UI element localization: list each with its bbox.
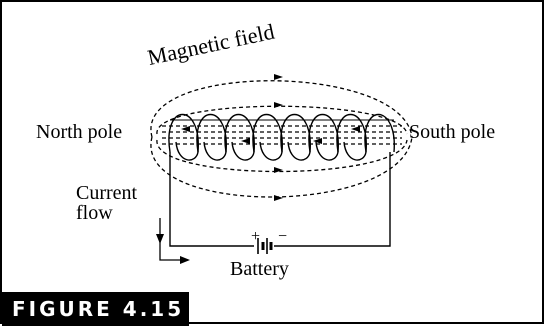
field-arrow-left-4: [313, 138, 322, 144]
south-pole-label: South pole: [409, 121, 496, 143]
field-line-middle-bottom: [156, 139, 408, 173]
battery-minus-sign: −: [278, 228, 287, 245]
coil-turn: [308, 113, 339, 161]
current-flow-label: Current flow: [76, 183, 137, 223]
figure-number-tag: FIGURE 4.15: [2, 292, 189, 326]
current-flow-arrow: [156, 218, 190, 264]
north-pole-label: North pole: [36, 121, 123, 143]
circuit-wire: [169, 152, 391, 247]
current-flow-label-line1: Current: [76, 182, 138, 204]
coil-turn: [336, 113, 367, 161]
coil-turn: [224, 113, 255, 161]
field-arrow-left-2: [351, 126, 360, 132]
coil-turn: [196, 113, 227, 161]
current-flow-label-line2: flow: [76, 202, 113, 224]
battery-label: Battery: [230, 258, 289, 280]
field-arrow-top-middle: [274, 102, 283, 108]
field-arrow-bottom-middle: [274, 167, 283, 173]
field-arrow-left-1: [181, 126, 190, 132]
coil: [168, 113, 395, 161]
battery-symbol: + −: [251, 228, 287, 254]
battery-plus-sign: +: [251, 228, 260, 245]
field-line-middle-top: [156, 105, 408, 135]
coil-turn: [168, 113, 199, 161]
field-line-outer-bottom: [150, 136, 413, 198]
coil-turn: [252, 113, 283, 161]
coil-turn: [364, 113, 395, 153]
field-line-outer-top: [150, 80, 413, 138]
field-arrow-left-3: [241, 138, 250, 144]
field-arrow-bottom-outer: [274, 195, 283, 201]
field-arrow-top-outer: [274, 74, 283, 80]
coil-turn: [280, 113, 311, 161]
